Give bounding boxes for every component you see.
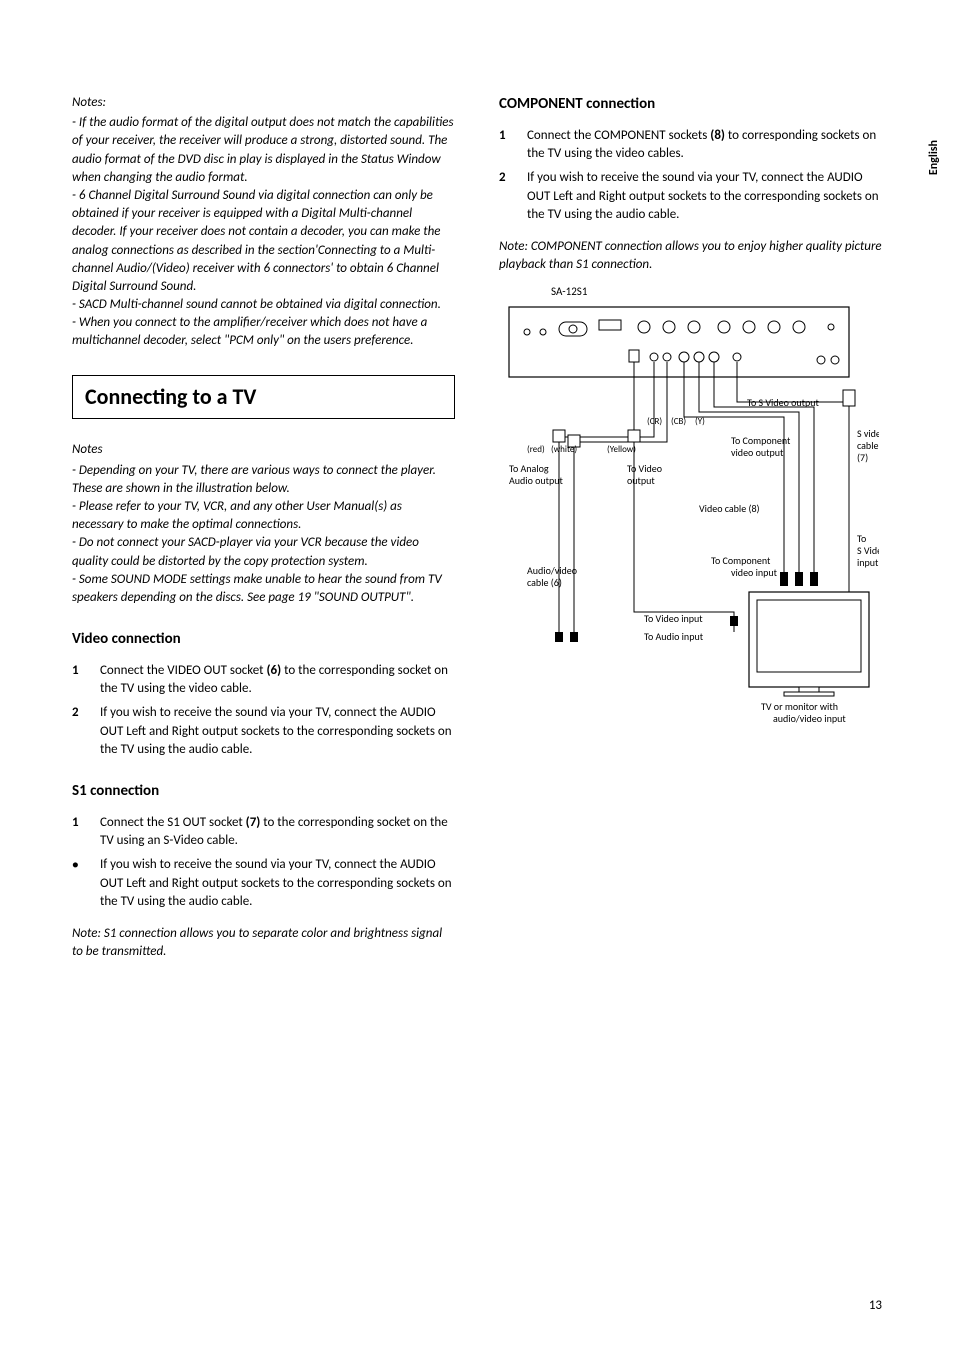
step-text: Connect the VIDEO OUT socket (6) to the … [100, 662, 455, 698]
label-av-cable-2: cable (6) [527, 576, 562, 589]
note-text: - Do not connect your SACD-player via yo… [72, 534, 455, 570]
step-number: 2 [499, 169, 513, 224]
s1-connection-bullets: ● If you wish to receive the sound via y… [72, 856, 455, 911]
component-connection-heading: COMPONENT connection [499, 94, 882, 115]
label-tv-caption-2: audio/video input [773, 712, 846, 725]
label-to-video-out-2: output [627, 474, 655, 487]
label-cr: (CR) [647, 416, 662, 427]
label-analog-audio-2: Audio output [509, 474, 564, 487]
step-text: Connect the S1 OUT socket (7) to the cor… [100, 814, 455, 850]
label-white: (white) [551, 444, 577, 455]
page-number: 13 [869, 1297, 882, 1315]
diagram-model-label: SA-12S1 [551, 284, 882, 299]
language-tab: English [926, 140, 943, 175]
list-item: 2 If you wish to receive the sound via y… [499, 169, 882, 224]
text-bold: (6) [266, 663, 281, 678]
label-y: (Y) [695, 416, 705, 427]
section-title: Connecting to a TV [85, 382, 442, 413]
note-text: - Depending on your TV, there are variou… [72, 462, 455, 498]
step-number: 1 [499, 127, 513, 163]
label-video-cable-8: Video cable (8) [699, 502, 760, 515]
notes-heading-2: Notes [72, 441, 455, 459]
text-run: Connect the VIDEO OUT socket [100, 663, 266, 678]
player-rear-panel [509, 307, 849, 377]
note-text: - When you connect to the amplifier/rece… [72, 314, 455, 350]
component-note: Note: COMPONENT connection allows you to… [499, 238, 882, 274]
component-connection-steps: 1 Connect the COMPONENT sockets (8) to c… [499, 127, 882, 224]
connection-diagram: SA-12S1 [499, 284, 882, 748]
label-s-video-cable-3: (7) [857, 451, 868, 464]
note-text: - If the audio format of the digital out… [72, 114, 455, 187]
notes-block-2: - Depending on your TV, there are variou… [72, 462, 455, 608]
note-text: - Please refer to your TV, VCR, and any … [72, 498, 455, 534]
step-text: If you wish to receive the sound via you… [527, 169, 882, 224]
list-item: ● If you wish to receive the sound via y… [72, 856, 455, 911]
step-number: 2 [72, 704, 86, 759]
note-text: - Some SOUND MODE settings make unable t… [72, 571, 455, 607]
bullet-icon: ● [72, 856, 86, 911]
text-run: Connect the COMPONENT sockets [527, 128, 710, 143]
label-to-component-out-2: video output [731, 446, 784, 459]
note-text: - 6 Channel Digital Surround Sound via d… [72, 187, 455, 296]
list-item: 1 Connect the S1 OUT socket (7) to the c… [72, 814, 455, 850]
label-cb: (CB) [671, 416, 686, 427]
notes-block-1: - If the audio format of the digital out… [72, 114, 455, 350]
left-column: Notes: - If the audio format of the digi… [72, 94, 455, 961]
label-to-audio-in: To Audio input [644, 630, 704, 643]
s1-connection-heading: S1 connection [72, 781, 455, 802]
label-to-component-in-2: video input [731, 566, 778, 579]
step-text: Connect the COMPONENT sockets (8) to cor… [527, 127, 882, 163]
text-run: Connect the S1 OUT socket [100, 815, 246, 830]
list-item: 2 If you wish to receive the sound via y… [72, 704, 455, 759]
label-to-s-video-in-3: input [857, 556, 879, 569]
text-bold: (7) [246, 815, 261, 830]
text-bold: (8) [710, 128, 725, 143]
video-connection-heading: Video connection [72, 629, 455, 650]
s1-connection-steps: 1 Connect the S1 OUT socket (7) to the c… [72, 814, 455, 850]
label-to-video-in: To Video input [644, 612, 703, 625]
label-yellow: (Yellow) [607, 444, 636, 455]
section-title-box: Connecting to a TV [72, 375, 455, 420]
s1-note: Note: S1 connection allows you to separa… [72, 925, 455, 961]
diagram-svg: To S Video output S video cable (7) (CR)… [499, 302, 879, 742]
step-number: 1 [72, 814, 86, 850]
list-item: 1 Connect the COMPONENT sockets (8) to c… [499, 127, 882, 163]
video-connection-steps: 1 Connect the VIDEO OUT socket (6) to th… [72, 662, 455, 759]
two-column-layout: Notes: - If the audio format of the digi… [72, 94, 882, 961]
step-text: If you wish to receive the sound via you… [100, 704, 455, 759]
bullet-text: If you wish to receive the sound via you… [100, 856, 455, 911]
right-column: COMPONENT connection 1 Connect the COMPO… [499, 94, 882, 961]
list-item: 1 Connect the VIDEO OUT socket (6) to th… [72, 662, 455, 698]
notes-heading: Notes: [72, 94, 455, 112]
step-number: 1 [72, 662, 86, 698]
note-text: - SACD Multi-channel sound cannot be obt… [72, 296, 455, 314]
label-red: (red) [527, 444, 545, 455]
